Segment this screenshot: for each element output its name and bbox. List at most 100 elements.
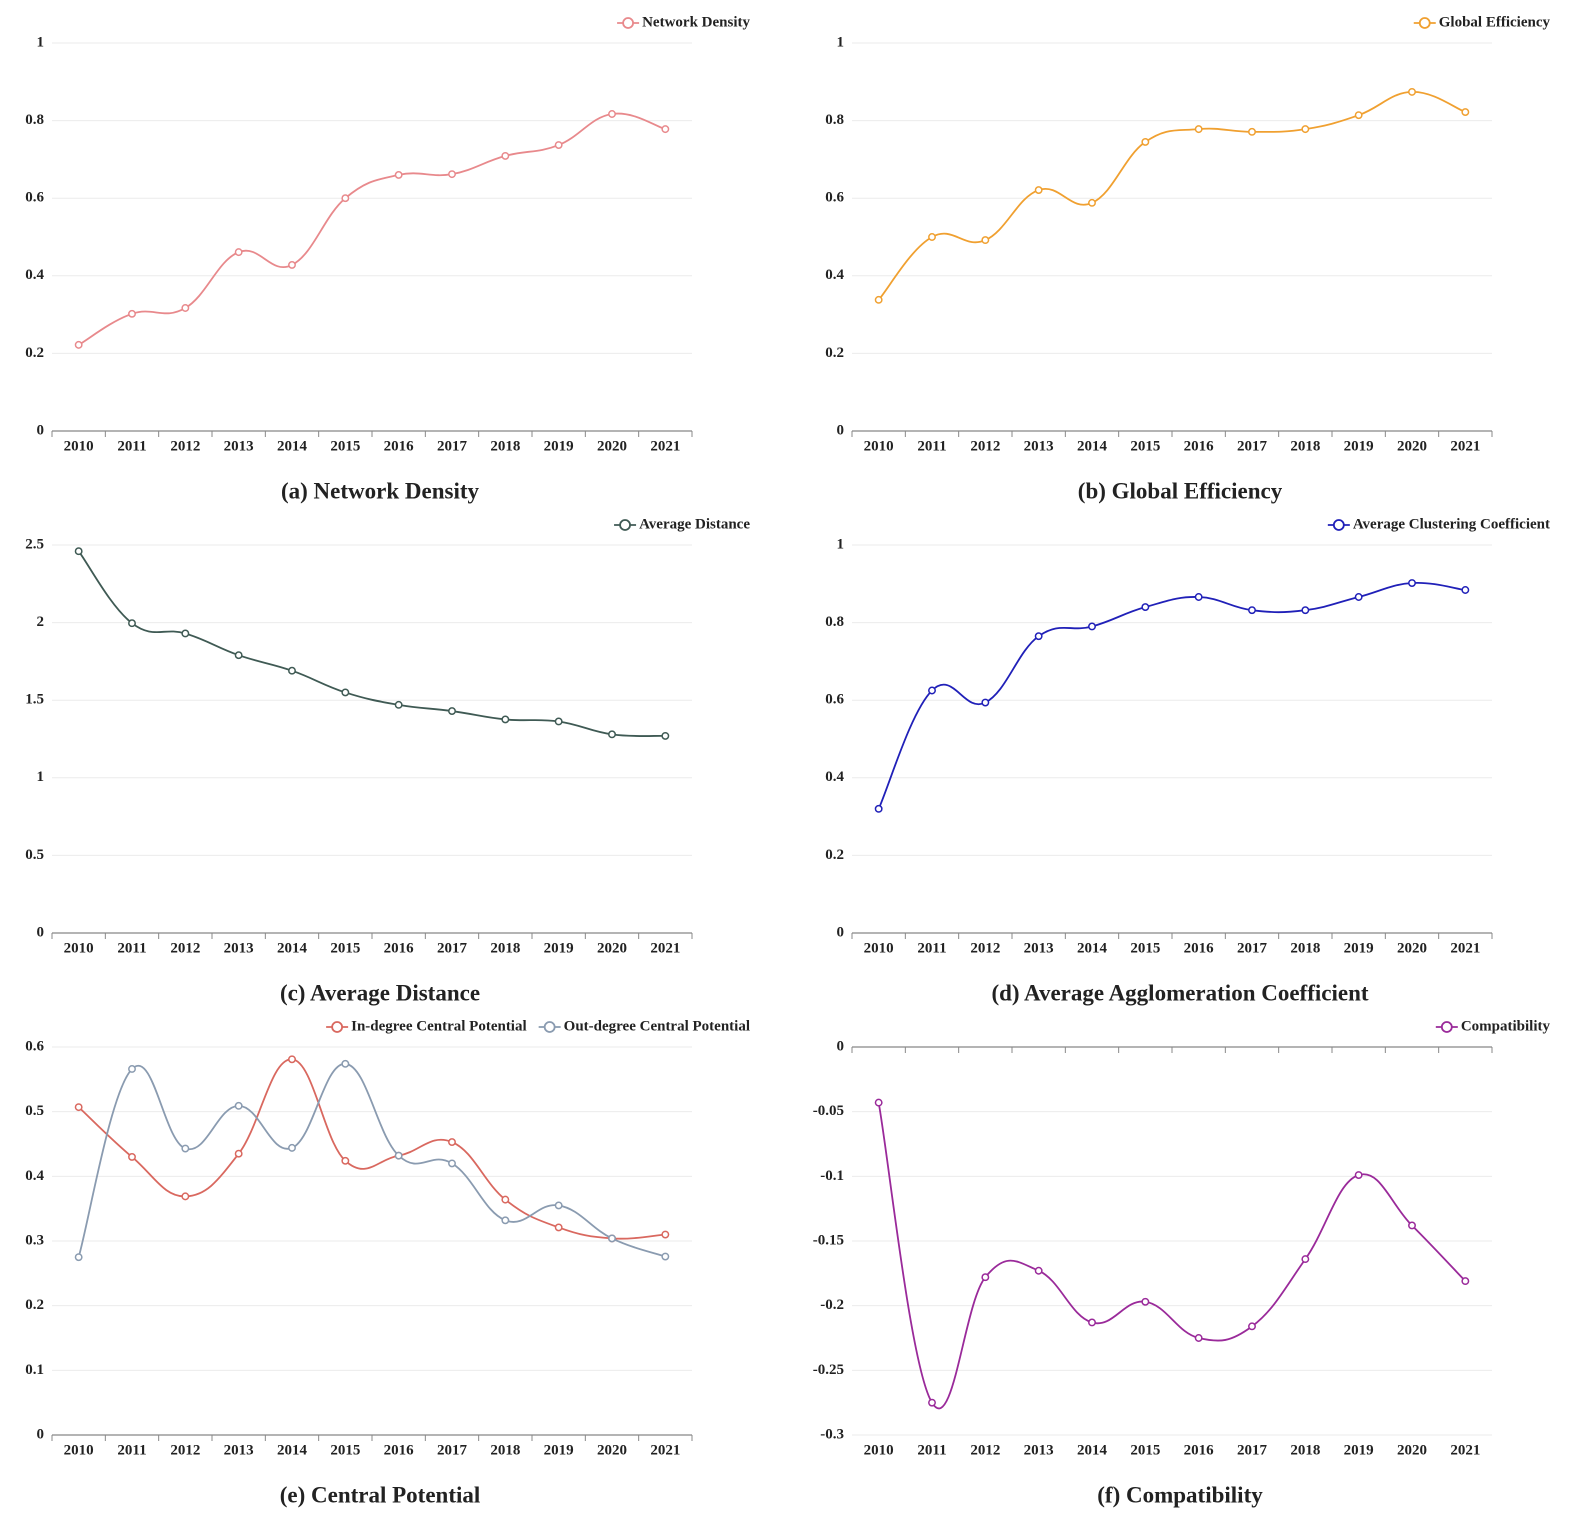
chart-panel: 0 0.2 0.4 0.6 0.8 1 2010 2011 2012 2013 2014 2015 20… xyxy=(825,14,1550,503)
legend-item: Average Distance xyxy=(614,516,750,532)
y-tick-label: 0.6 xyxy=(25,1038,44,1054)
data-point xyxy=(1408,579,1416,587)
x-tick-label: 2018 xyxy=(490,940,520,956)
chart-title: (b) Global Efficiency xyxy=(1078,478,1283,503)
data-point xyxy=(394,700,403,709)
x-tick-label: 2012 xyxy=(970,940,1000,956)
data-point xyxy=(234,1101,243,1110)
legend-item: Average Clustering Coefficient xyxy=(1327,516,1550,532)
data-point xyxy=(288,1055,296,1064)
x-tick-label: 2018 xyxy=(490,1442,520,1458)
x-tick-label: 2015 xyxy=(330,1442,360,1458)
legend: Average Clustering Coefficient xyxy=(1327,516,1550,532)
data-point xyxy=(928,686,936,695)
chart-title: (e) Central Potential xyxy=(280,1482,481,1507)
legend-label: Network Density xyxy=(642,14,750,30)
y-tick-label: 0.8 xyxy=(25,112,44,128)
x-tick-label: 2010 xyxy=(864,940,894,956)
x-tick-label: 2016 xyxy=(384,438,415,454)
x-tick-label: 2019 xyxy=(544,1442,574,1458)
data-point xyxy=(341,194,350,203)
x-tick-label: 2011 xyxy=(117,940,146,956)
x-tick-label: 2021 xyxy=(650,940,680,956)
x-tick-label: 2013 xyxy=(1024,1442,1054,1458)
x-tick-label: 2015 xyxy=(330,940,360,956)
y-tick-label: -0.2 xyxy=(820,1297,844,1313)
x-tick-label: 2014 xyxy=(1077,438,1108,454)
y-tick-label: 0.6 xyxy=(25,190,44,206)
data-point xyxy=(501,715,510,724)
data-point xyxy=(608,1234,616,1243)
x-tick-label: 2019 xyxy=(1344,1442,1374,1458)
data-point xyxy=(1248,127,1256,136)
x-tick-label: 2017 xyxy=(437,940,468,956)
chart-title: (c) Average Distance xyxy=(280,980,480,1005)
data-point xyxy=(1194,593,1203,601)
x-tick-label: 2017 xyxy=(437,1442,468,1458)
y-tick-label: 0 xyxy=(37,422,45,438)
data-point xyxy=(181,1192,190,1201)
data-point xyxy=(501,151,510,160)
data-point xyxy=(1088,1318,1096,1327)
data-point xyxy=(554,1223,563,1232)
x-tick-label: 2012 xyxy=(170,438,200,454)
series-line xyxy=(78,112,666,346)
legend-label: Compatibility xyxy=(1461,1018,1551,1034)
x-tick-label: 2011 xyxy=(917,438,946,454)
data-point xyxy=(74,1253,83,1262)
x-tick-label: 2016 xyxy=(384,940,415,956)
chart-title: (d) Average Agglomeration Coefficient xyxy=(991,980,1368,1005)
legend-label: Average Clustering Coefficient xyxy=(1353,516,1550,532)
legend: Average Distance xyxy=(614,516,750,532)
data-point xyxy=(1301,606,1310,615)
y-tick-label: -0.25 xyxy=(813,1362,844,1378)
series-line xyxy=(77,1062,666,1258)
data-point xyxy=(928,1398,936,1407)
data-point xyxy=(1354,111,1363,120)
y-tick-label: 1 xyxy=(37,769,45,785)
x-tick-label: 2016 xyxy=(1184,438,1215,454)
legend-marker xyxy=(331,1021,344,1033)
data-point xyxy=(1354,1171,1363,1179)
x-tick-label: 2020 xyxy=(1397,438,1427,454)
legend-label: Average Distance xyxy=(639,516,750,532)
legend-marker xyxy=(1440,1021,1453,1033)
y-tick-label: 0.4 xyxy=(825,267,844,283)
legend-marker xyxy=(622,17,634,29)
x-tick-label: 2010 xyxy=(864,438,894,454)
data-point xyxy=(874,804,883,813)
legend-item: Network Density xyxy=(617,14,750,30)
data-point xyxy=(181,629,190,638)
y-tick-label: 0 xyxy=(837,1038,845,1054)
y-tick-label: 2 xyxy=(37,614,45,630)
x-tick-label: 2010 xyxy=(64,438,94,454)
x-tick-label: 2017 xyxy=(1237,940,1268,956)
legend-item: Compatibility xyxy=(1435,1018,1551,1034)
data-point xyxy=(74,547,83,556)
y-tick-label: 0.6 xyxy=(825,190,844,206)
x-tick-label: 2019 xyxy=(1344,438,1374,454)
x-tick-label: 2010 xyxy=(64,940,94,956)
data-point xyxy=(1088,622,1096,631)
x-tick-label: 2013 xyxy=(1024,940,1054,956)
y-tick-label: 0 xyxy=(37,1426,45,1442)
data-point xyxy=(661,1230,670,1239)
data-point xyxy=(554,717,563,726)
y-tick-label: 0 xyxy=(37,924,45,940)
x-tick-label: 2021 xyxy=(1450,940,1480,956)
legend: Network Density xyxy=(617,14,750,30)
x-tick-label: 2018 xyxy=(1290,1442,1320,1458)
x-tick-label: 2014 xyxy=(1077,1442,1108,1458)
data-point xyxy=(661,731,670,740)
y-tick-label: -0.05 xyxy=(813,1103,844,1119)
chart-panel: -0.3 -0.25 -0.2 -0.15 -0.1 -0.05 0 2010 2011 2012… xyxy=(813,1018,1551,1507)
data-point xyxy=(1248,1322,1256,1331)
data-point xyxy=(74,1103,83,1112)
data-point xyxy=(181,304,190,312)
x-tick-label: 2010 xyxy=(864,1442,894,1458)
x-tick-label: 2011 xyxy=(917,1442,946,1458)
data-point xyxy=(1034,632,1043,641)
x-tick-label: 2010 xyxy=(64,1442,94,1458)
data-point xyxy=(341,1156,350,1165)
